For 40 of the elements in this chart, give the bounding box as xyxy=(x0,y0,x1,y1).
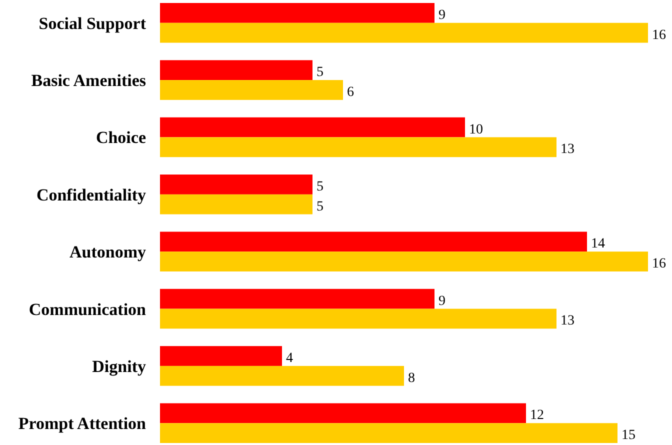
bar xyxy=(160,80,343,100)
y-tick-label: Basic Amenities xyxy=(31,71,146,90)
bar xyxy=(160,22,648,43)
y-tick-label: Social Support xyxy=(38,14,146,33)
data-label: 12 xyxy=(530,408,544,424)
data-label: 15 xyxy=(622,428,636,444)
data-label: 5 xyxy=(316,65,324,80)
bar xyxy=(160,252,648,272)
bar xyxy=(160,232,587,252)
data-label: 9 xyxy=(438,294,446,309)
y-tick-label: Autonomy xyxy=(69,242,146,262)
bar xyxy=(160,423,618,443)
bar xyxy=(160,403,526,424)
data-label: 13 xyxy=(560,142,574,158)
y-tick-label: Choice xyxy=(96,128,146,148)
bar xyxy=(160,346,282,366)
data-label: 14 xyxy=(591,236,605,252)
bar xyxy=(160,3,434,23)
bar xyxy=(160,174,312,194)
y-tick-label: Prompt Attention xyxy=(18,414,147,434)
bar xyxy=(160,60,312,80)
data-label: 16 xyxy=(652,28,666,43)
data-label: 8 xyxy=(408,370,415,386)
bar xyxy=(160,117,465,138)
data-label: 5 xyxy=(316,179,324,194)
y-tick-label: Communication xyxy=(28,300,147,319)
y-tick-label: Dignity xyxy=(92,356,146,376)
data-label: 6 xyxy=(347,84,354,100)
bar xyxy=(160,288,434,309)
bar xyxy=(160,137,556,158)
bar xyxy=(160,308,556,329)
data-label: 5 xyxy=(316,199,324,214)
data-label: 4 xyxy=(286,351,293,366)
data-label: 10 xyxy=(469,122,483,138)
y-tick-label: Confidentiality xyxy=(36,185,146,204)
bar xyxy=(160,194,312,214)
data-label: 16 xyxy=(652,256,666,272)
bar xyxy=(160,366,404,386)
data-label: 9 xyxy=(438,8,446,23)
data-label: 13 xyxy=(560,314,574,329)
